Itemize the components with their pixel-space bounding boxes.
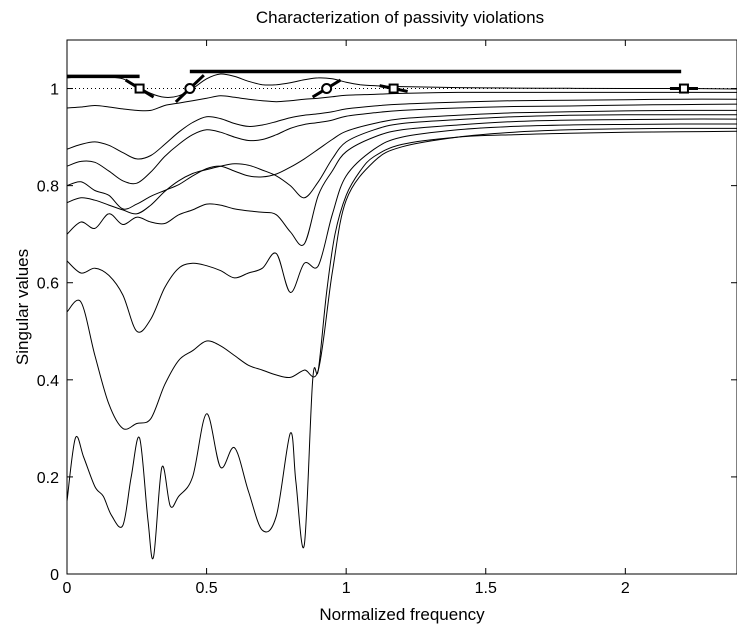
marker-layer (124, 74, 698, 104)
singular-value-line-8 (67, 123, 737, 333)
x-tick-label: 1.5 (475, 580, 497, 597)
crossing-marker-circle-2 (184, 83, 196, 95)
y-tick-label: 0 (50, 567, 59, 584)
y-tick-label: 0.2 (37, 470, 59, 487)
singular-value-line-6 (67, 114, 737, 215)
singular-value-line-10 (67, 130, 737, 560)
y-tick-label: 1 (50, 82, 59, 99)
singular-value-line-7 (67, 118, 737, 246)
series-layer (67, 73, 737, 560)
crossing-marker-circle-3 (321, 83, 333, 95)
plot-area: 0 0.5 1 1.5 2 0 0.2 0.4 0.6 0.8 1 (37, 39, 737, 597)
chart-title: Characterization of passivity violations (256, 8, 544, 27)
y-tick-label: 0.8 (37, 179, 59, 196)
x-tick-label: 0.5 (195, 580, 217, 597)
crossing-marker-square-1 (134, 83, 145, 94)
singular-value-line-3 (67, 98, 737, 160)
violation-band-layer (67, 69, 682, 79)
y-tick-label: 0.6 (37, 276, 59, 293)
y-axis-label: Singular values (13, 249, 32, 365)
crossing-marker-square-5 (678, 83, 689, 94)
x-axis-label: Normalized frequency (319, 605, 485, 624)
x-tick-label: 1 (342, 580, 351, 597)
singular-value-line-9 (67, 127, 737, 430)
ticks-layer: 0 0.5 1 1.5 2 0 0.2 0.4 0.6 0.8 1 (37, 40, 737, 597)
x-tick-label: 2 (621, 580, 630, 597)
x-tick-label: 0 (63, 580, 72, 597)
singular-value-line-2 (67, 91, 737, 112)
crossing-marker-square-4 (388, 83, 399, 94)
singular-value-line-4 (67, 103, 737, 185)
singular-value-line-5 (67, 109, 737, 210)
axes-frame (66, 39, 737, 575)
y-tick-label: 0.4 (37, 373, 59, 390)
